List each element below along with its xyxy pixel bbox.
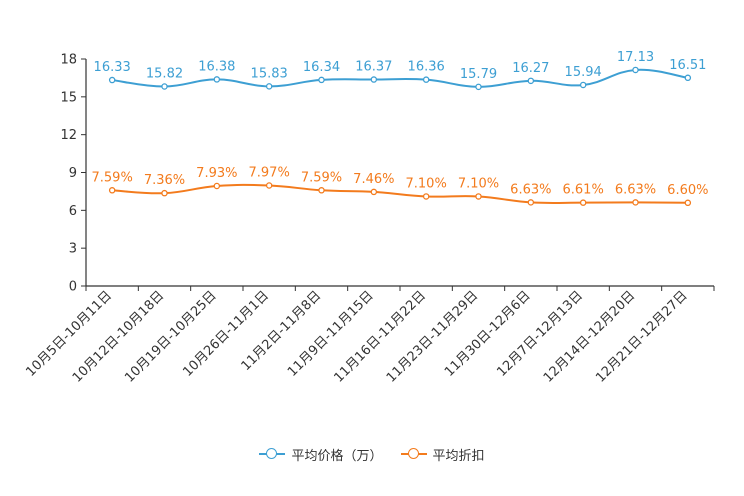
data-label: 7.36% (144, 173, 185, 188)
data-label: 6.61% (563, 183, 604, 198)
data-point[interactable] (318, 187, 325, 194)
legend: 平均价格（万） 平均折扣 (0, 442, 744, 466)
series-line-1 (112, 183, 688, 205)
data-point[interactable] (632, 66, 639, 74)
data-point[interactable] (527, 199, 535, 206)
data-point[interactable] (579, 81, 587, 89)
data-point[interactable] (161, 189, 168, 197)
data-point[interactable] (632, 199, 639, 206)
data-label: 6.63% (615, 182, 656, 197)
data-label: 16.34 (303, 60, 340, 75)
data-label: 7.59% (92, 170, 133, 185)
data-label: 7.10% (406, 176, 447, 191)
data-label: 7.97% (249, 165, 290, 180)
data-point[interactable] (475, 83, 482, 91)
data-point[interactable] (318, 76, 325, 84)
x-tick-label: 10月12日-10月18日 (70, 288, 167, 385)
data-label: 7.59% (301, 170, 342, 185)
data-label: 15.82 (146, 66, 183, 81)
data-point[interactable] (265, 182, 273, 189)
x-tick-label: 11月23日-11月29日 (384, 288, 481, 385)
data-point[interactable] (684, 199, 692, 207)
data-label: 15.79 (460, 67, 497, 82)
data-point[interactable] (370, 188, 378, 196)
data-label: 16.51 (669, 58, 706, 73)
legend-label-price: 平均价格（万） (291, 448, 383, 464)
legend-label-discount: 平均折扣 (432, 448, 485, 464)
data-label: 7.46% (353, 172, 394, 187)
data-label: 7.10% (458, 176, 499, 191)
legend-item-price[interactable]: 平均价格（万） (259, 445, 383, 464)
y-tick-label: 9 (69, 166, 77, 181)
data-point[interactable] (213, 182, 221, 190)
x-tick-label: 10月19日-10月25日 (122, 288, 219, 385)
series-line-0 (112, 68, 688, 88)
data-point[interactable] (475, 193, 482, 200)
y-tick-label: 6 (69, 204, 77, 219)
legend-marker-discount (400, 447, 427, 461)
data-label: 16.38 (198, 59, 235, 74)
y-tick-label: 18 (60, 53, 77, 68)
data-label: 15.94 (565, 65, 602, 80)
data-point[interactable] (161, 83, 168, 90)
line-chart: 0 3 6 9 12 15 18 10月5日-10月11日10月12日-10月18日10月19… (23, 50, 715, 386)
data-label: 15.83 (251, 66, 288, 81)
x-tick-label: 12月21日-12月27日 (593, 288, 690, 385)
data-label: 7.93% (196, 166, 237, 181)
legend-item-discount[interactable]: 平均折扣 (400, 445, 485, 464)
data-point[interactable] (527, 77, 535, 85)
data-point[interactable] (684, 74, 692, 82)
data-point[interactable] (108, 187, 116, 194)
data-label: 16.33 (94, 60, 131, 75)
legend-marker-price (259, 447, 286, 461)
y-tick-label: 0 (69, 280, 77, 295)
data-point[interactable] (213, 76, 221, 83)
data-label: 16.36 (408, 60, 445, 75)
y-tick-label: 12 (60, 128, 77, 143)
data-label: 16.27 (512, 61, 549, 76)
data-label: 6.60% (667, 183, 708, 198)
y-tick-label: 3 (69, 242, 77, 257)
data-label: 17.13 (617, 50, 654, 65)
x-tick-label: 11月16日-11月22日 (332, 288, 429, 385)
data-label: 16.37 (355, 60, 392, 75)
data-point[interactable] (370, 76, 378, 83)
data-point[interactable] (579, 199, 587, 206)
data-point[interactable] (265, 83, 273, 90)
data-point[interactable] (108, 76, 116, 84)
x-tick-label: 10月5日-10月11日 (23, 288, 115, 380)
data-point[interactable] (422, 76, 430, 83)
data-point[interactable] (422, 193, 430, 200)
data-label: 6.63% (510, 182, 551, 197)
y-tick-label: 15 (60, 90, 77, 105)
x-tick-label: 12月14日-12月20日 (541, 288, 638, 385)
